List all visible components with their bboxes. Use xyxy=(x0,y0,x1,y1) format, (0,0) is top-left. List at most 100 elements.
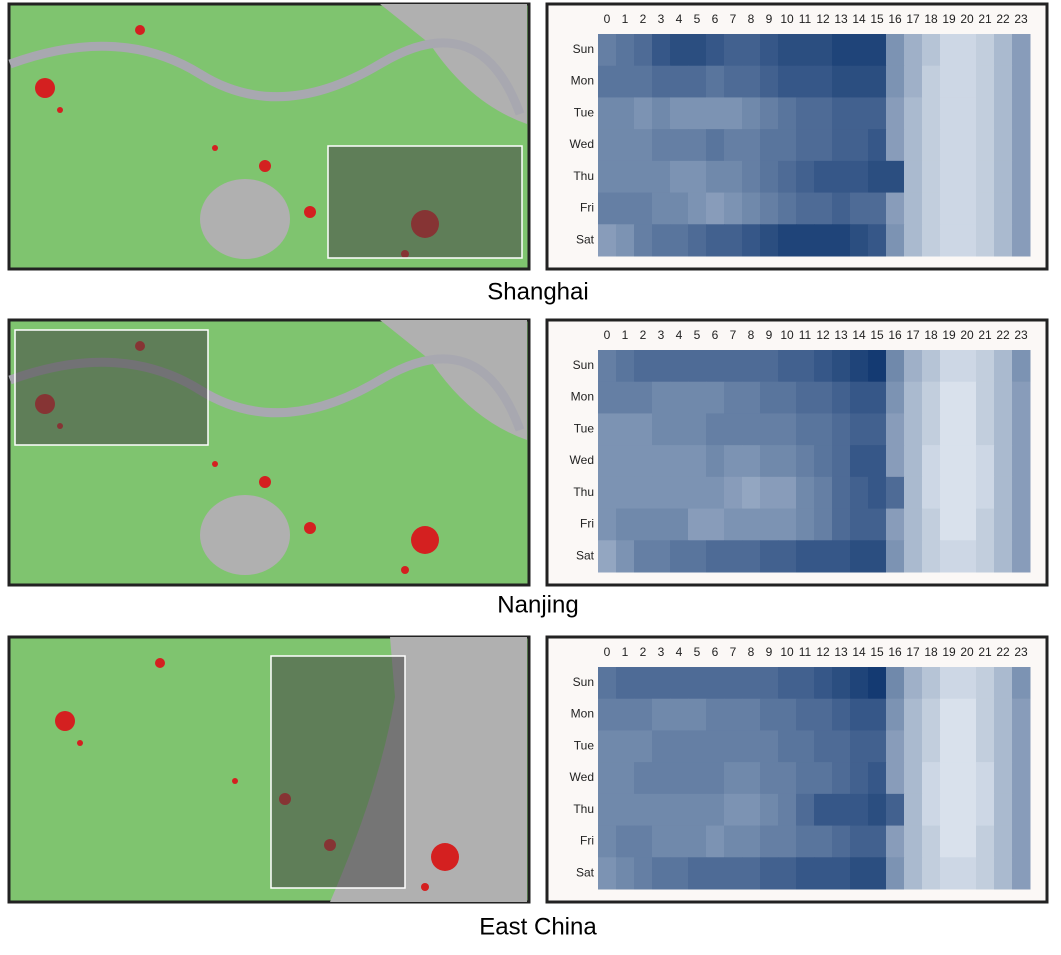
heat-cell xyxy=(778,381,797,414)
heat-cell xyxy=(652,381,671,414)
heat-cell xyxy=(706,476,725,510)
heat-cell xyxy=(688,97,707,130)
heat-cell xyxy=(850,762,869,795)
heat-cell xyxy=(598,34,617,67)
heat-cell xyxy=(760,350,779,383)
heat-cell xyxy=(778,667,797,700)
heat-cell xyxy=(886,857,905,890)
heat-cell xyxy=(886,762,905,795)
heat-cell xyxy=(598,762,617,795)
heat-cell xyxy=(778,793,797,827)
heat-cell xyxy=(922,97,941,130)
heat-cell xyxy=(994,540,1013,573)
heat-cell xyxy=(886,129,905,162)
heat-cell xyxy=(670,65,689,98)
map-hotspot xyxy=(304,206,316,218)
heat-cell xyxy=(976,224,995,257)
heat-cell xyxy=(976,698,995,731)
heat-cell xyxy=(886,445,905,478)
heat-cell xyxy=(760,97,779,130)
heat-cell xyxy=(940,793,959,827)
heat-cell xyxy=(760,667,779,700)
heat-cell xyxy=(958,445,977,478)
heat-cell xyxy=(832,445,851,478)
day-label: Tue xyxy=(574,738,595,752)
heat-cell xyxy=(868,825,887,858)
heat-cell xyxy=(814,381,833,414)
day-label: Wed xyxy=(570,137,594,151)
heat-cell xyxy=(832,540,851,573)
heat-cell xyxy=(922,476,941,510)
heat-cell xyxy=(886,97,905,130)
heat-cell xyxy=(868,476,887,510)
heat-cell xyxy=(598,540,617,573)
heat-cell xyxy=(616,445,635,478)
heat-cell xyxy=(904,97,923,130)
heat-cell xyxy=(940,129,959,162)
heat-cell xyxy=(670,698,689,731)
hour-label: 19 xyxy=(942,645,956,659)
heat-cell xyxy=(724,224,743,257)
heat-cell xyxy=(742,698,761,731)
heat-cell xyxy=(760,381,779,414)
heat-cell xyxy=(724,129,743,162)
heat-cell xyxy=(922,762,941,795)
heat-cell xyxy=(1012,793,1031,827)
heat-cell xyxy=(850,34,869,67)
heat-cell xyxy=(850,224,869,257)
heat-cell xyxy=(904,224,923,257)
heat-cell xyxy=(670,825,689,858)
heat-cell xyxy=(868,667,887,700)
heat-cell xyxy=(742,97,761,130)
heat-cell xyxy=(760,762,779,795)
caption: East China xyxy=(479,913,597,940)
heat-cell xyxy=(958,97,977,130)
day-label: Sun xyxy=(573,358,594,372)
heat-cell xyxy=(832,129,851,162)
map-hotspot xyxy=(401,566,409,574)
heat-cell xyxy=(616,65,635,98)
heat-cell xyxy=(976,97,995,130)
heat-cell xyxy=(814,445,833,478)
heat-cell xyxy=(922,160,941,194)
heat-cell xyxy=(688,825,707,858)
heat-cell xyxy=(778,540,797,573)
hour-label: 5 xyxy=(694,328,701,342)
heat-cell xyxy=(724,730,743,763)
heat-cell xyxy=(760,34,779,67)
heat-cell xyxy=(1012,698,1031,731)
heat-cell xyxy=(994,160,1013,194)
heat-cell xyxy=(922,508,941,541)
heat-cell xyxy=(868,413,887,446)
hour-label: 7 xyxy=(730,645,737,659)
heat-cell xyxy=(688,224,707,257)
map-hotspot xyxy=(421,883,429,891)
heat-cell xyxy=(850,698,869,731)
heat-cell xyxy=(670,793,689,827)
heat-cell xyxy=(868,192,887,225)
heat-cell xyxy=(742,34,761,67)
hour-label: 1 xyxy=(622,645,629,659)
heat-cell xyxy=(778,698,797,731)
heat-cell xyxy=(1012,857,1031,890)
heat-cell xyxy=(958,381,977,414)
heat-cell xyxy=(904,667,923,700)
heat-cell xyxy=(958,508,977,541)
heat-cell xyxy=(814,857,833,890)
heat-cell xyxy=(796,793,815,827)
heat-cell xyxy=(634,540,653,573)
heat-cell xyxy=(976,192,995,225)
heat-cell xyxy=(922,413,941,446)
heat-cell xyxy=(706,857,725,890)
heat-cell xyxy=(598,667,617,700)
heat-cell xyxy=(706,350,725,383)
heat-cell xyxy=(814,762,833,795)
map-selection xyxy=(14,329,209,446)
hour-label: 10 xyxy=(780,645,794,659)
heat-cell xyxy=(796,381,815,414)
heat-cell xyxy=(922,857,941,890)
heat-cell xyxy=(832,508,851,541)
heat-cell xyxy=(652,793,671,827)
hour-label: 2 xyxy=(640,328,647,342)
hour-label: 12 xyxy=(816,328,830,342)
